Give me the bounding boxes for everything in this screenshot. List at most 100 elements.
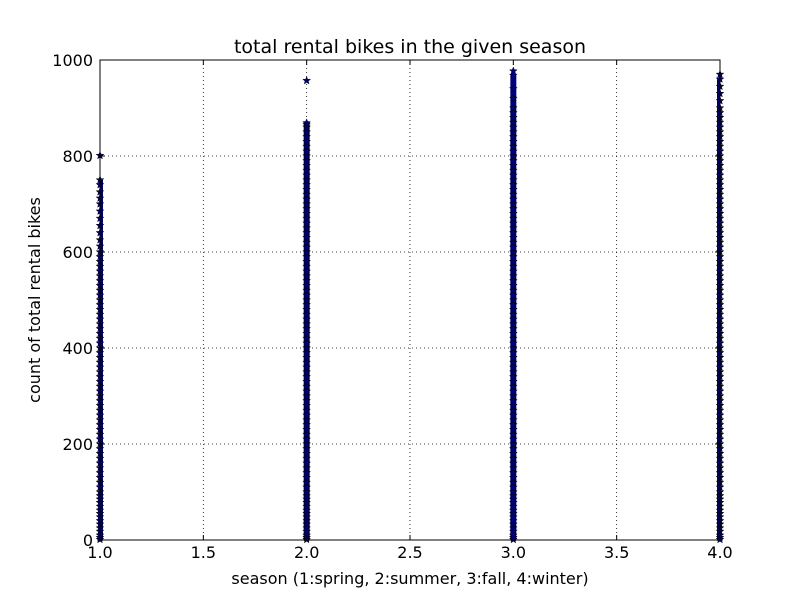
- y-tick-label: 600: [62, 243, 93, 262]
- data-point: [302, 508, 312, 518]
- data-point: [508, 228, 518, 237]
- data-point: [302, 141, 312, 151]
- data-point: [508, 309, 518, 319]
- data-point: [508, 151, 518, 160]
- data-point: [508, 494, 518, 504]
- data-point: [302, 434, 312, 444]
- data-point: [302, 151, 312, 160]
- data-point: [302, 519, 312, 528]
- data-point: [508, 429, 518, 439]
- data-point: [508, 170, 518, 180]
- data-point: [302, 290, 312, 300]
- data-point: [508, 271, 518, 280]
- data-point: [508, 204, 518, 213]
- data-point: [508, 160, 518, 170]
- data-point: [302, 453, 312, 463]
- data-point: [508, 415, 518, 424]
- data-point: [302, 314, 312, 324]
- y-tick-label: 1000: [52, 51, 93, 70]
- data-point: [508, 497, 518, 507]
- data-point: [302, 232, 312, 242]
- data-point: [508, 516, 518, 525]
- data-point: [508, 487, 518, 496]
- data-point: [508, 280, 518, 290]
- y-tick-label: 400: [62, 339, 93, 358]
- x-tick-label: 3.5: [604, 543, 629, 562]
- data-point: [508, 304, 518, 314]
- data-point: [302, 505, 312, 515]
- data-point: [508, 290, 518, 300]
- data-point: [302, 429, 312, 439]
- y-tick-label: 200: [62, 435, 93, 454]
- data-point: [302, 381, 312, 391]
- data-point: [302, 136, 312, 146]
- data-point: [508, 523, 518, 532]
- data-point: [302, 180, 312, 189]
- data-point: [508, 300, 518, 309]
- x-tick-label: 2.5: [397, 543, 422, 562]
- data-point: [302, 526, 312, 536]
- data-point: [302, 357, 312, 367]
- data-point: [508, 285, 518, 295]
- x-tick-label: 2.0: [294, 543, 319, 562]
- data-point: [508, 505, 518, 515]
- data-point: [508, 66, 518, 75]
- data-point: [302, 285, 312, 295]
- data-point: [302, 424, 312, 434]
- data-point: [508, 400, 518, 410]
- data-point: [508, 396, 518, 405]
- data-point: [508, 261, 518, 271]
- data-point: [508, 526, 518, 536]
- data-point: [508, 314, 518, 324]
- x-tick-label: 1.5: [191, 543, 216, 562]
- data-point: [302, 444, 312, 453]
- data-point: [508, 405, 518, 415]
- data-point: [302, 242, 312, 252]
- data-point: [508, 108, 518, 117]
- data-point: [302, 252, 312, 261]
- data-point: [302, 118, 312, 127]
- data-point: [508, 93, 518, 103]
- x-tick-label: 3.0: [501, 543, 526, 562]
- data-point: [508, 328, 518, 338]
- data-point: [302, 477, 312, 487]
- data-point: [302, 328, 312, 338]
- data-point: [302, 170, 312, 180]
- data-point: [302, 266, 312, 276]
- data-point: [302, 482, 312, 492]
- data-point: [508, 70, 518, 80]
- data-point: [302, 204, 312, 213]
- chart-title: total rental bikes in the given season: [234, 36, 586, 58]
- data-point: [508, 434, 518, 444]
- data-point: [508, 189, 518, 199]
- data-point: [302, 184, 312, 194]
- data-point: [302, 160, 312, 170]
- data-point: [508, 458, 518, 468]
- data-point: [302, 523, 312, 532]
- data-point: [302, 122, 312, 132]
- data-point: [302, 324, 312, 333]
- data-point: [302, 376, 312, 386]
- x-tick-label: 1.0: [87, 543, 112, 562]
- data-point: [302, 271, 312, 280]
- data-point: [302, 410, 312, 420]
- data-point: [302, 194, 312, 204]
- data-point: [302, 420, 312, 429]
- data-point: [302, 213, 312, 223]
- data-point: [302, 127, 312, 136]
- data-point: [302, 175, 312, 184]
- data-point: [508, 112, 518, 122]
- data-point: [508, 199, 518, 208]
- data-point: [302, 501, 312, 511]
- data-point: [508, 333, 518, 343]
- data-point: [508, 266, 518, 276]
- data-point: [508, 391, 518, 400]
- data-point: [508, 237, 518, 247]
- data-point: [508, 194, 518, 204]
- data-point: [508, 175, 518, 184]
- data-point: [508, 319, 518, 328]
- data-point: [508, 223, 518, 232]
- data-point: [508, 352, 518, 362]
- data-point: [508, 439, 518, 448]
- data-point: [302, 276, 312, 285]
